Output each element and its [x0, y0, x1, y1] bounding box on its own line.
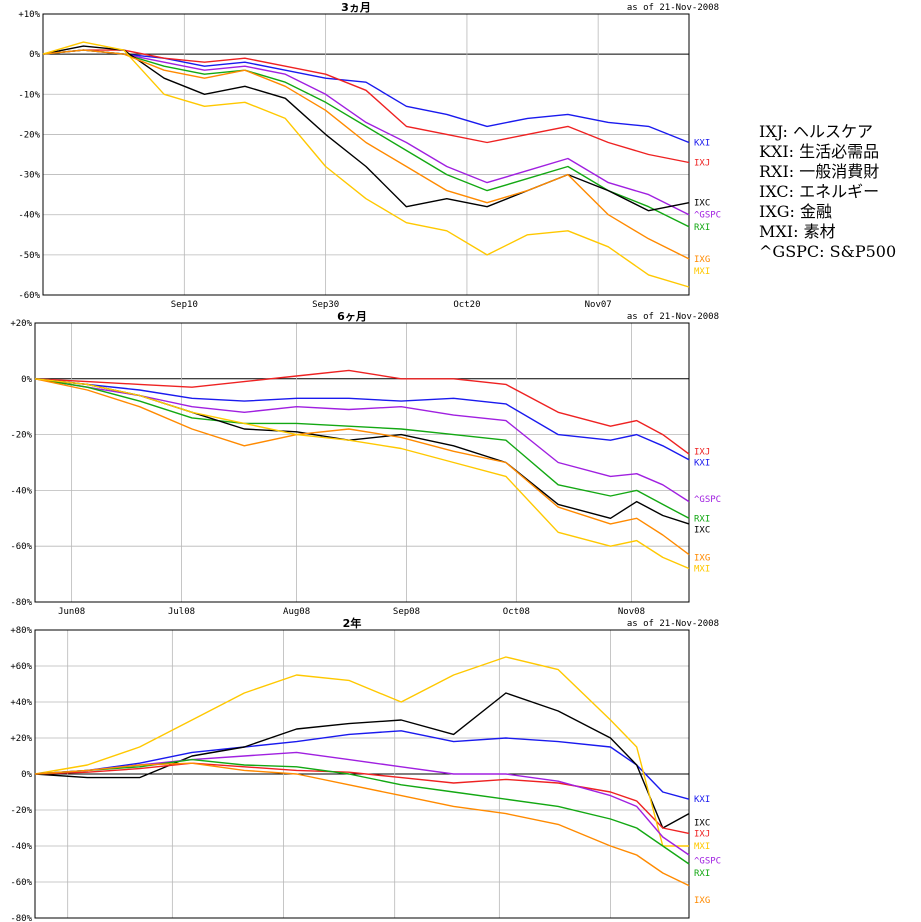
legend-item: IXC: エネルギー	[759, 182, 880, 201]
series-line-MXI	[42, 41, 690, 288]
series-line-RXI	[42, 49, 690, 228]
y-tick-label: 0%	[21, 375, 32, 385]
chart-title: 2年	[343, 616, 362, 630]
y-tick-label: -80%	[10, 598, 32, 608]
series-label: ^GSPC	[694, 856, 721, 866]
y-tick-label: -20%	[10, 806, 32, 816]
series-line-RXI	[34, 378, 690, 519]
series-label: KXI	[694, 138, 710, 148]
y-tick-label: -80%	[10, 914, 32, 922]
y-tick-label: -40%	[18, 211, 40, 221]
series-line-KXI	[34, 730, 690, 800]
y-tick-label: -50%	[18, 251, 40, 261]
as-of-date: as of 21-Nov-2008	[627, 3, 719, 13]
series-label: IXC	[694, 819, 710, 829]
series-label: IXG	[694, 553, 710, 563]
legend-item: MXI: 素材	[759, 222, 836, 241]
series-label: IXC	[694, 525, 710, 535]
series-label: MXI	[694, 267, 710, 277]
x-tick-label: Sep30	[312, 300, 339, 310]
series-label: KXI	[694, 459, 710, 469]
y-tick-label: -40%	[10, 842, 32, 852]
y-tick-label: -30%	[18, 171, 40, 181]
plot-frame	[42, 13, 690, 296]
series-line-IXC	[42, 45, 690, 212]
y-tick-label: 0%	[21, 770, 32, 780]
y-tick-label: -10%	[18, 90, 40, 100]
series-label: MXI	[694, 842, 710, 852]
series-label: ^GSPC	[694, 495, 721, 505]
as-of-date: as of 21-Nov-2008	[627, 312, 719, 322]
plot-frame	[34, 322, 690, 603]
y-tick-label: +60%	[10, 662, 32, 672]
y-tick-label: +40%	[10, 698, 32, 708]
legend-item: IXG: 金融	[759, 202, 832, 221]
y-tick-label: +10%	[18, 10, 40, 20]
series-line-RXI	[34, 758, 690, 865]
series-line-IXC	[34, 692, 690, 829]
series-line-MXI	[34, 378, 690, 570]
x-tick-label: Oct08	[503, 607, 530, 617]
chart-title: 3ヵ月	[341, 1, 371, 14]
legend-item: KXI: 生活必需品	[759, 142, 880, 161]
series-line-IXC	[34, 378, 690, 525]
x-tick-label: Nov07	[585, 300, 612, 310]
series-line-GSPC	[34, 378, 690, 503]
series-line-IXG	[34, 378, 690, 556]
x-tick-label: Jun08	[58, 607, 85, 617]
series-label: IXC	[694, 199, 710, 209]
series-label: IXG	[694, 255, 710, 265]
series-line-IXJ	[42, 49, 690, 164]
y-tick-label: +20%	[10, 319, 32, 329]
series-label: RXI	[694, 869, 710, 879]
series-line-GSPC	[42, 49, 690, 216]
y-tick-label: -60%	[10, 542, 32, 552]
series-label: IXG	[694, 896, 710, 906]
legend-item: ^GSPC: S&P500	[759, 242, 897, 261]
y-tick-label: -60%	[18, 291, 40, 301]
x-tick-label: Oct20	[453, 300, 480, 310]
series-line-IXG	[34, 762, 690, 887]
as-of-date: as of 21-Nov-2008	[627, 619, 719, 629]
series-line-GSPC	[34, 751, 690, 856]
series-label: RXI	[694, 223, 710, 233]
y-tick-label: +20%	[10, 734, 32, 744]
y-tick-label: -20%	[10, 431, 32, 441]
x-tick-label: Nov08	[618, 607, 645, 617]
series-label: IXJ	[694, 829, 710, 839]
y-tick-label: +80%	[10, 626, 32, 636]
series-label: KXI	[694, 795, 710, 805]
series-line-KXI	[34, 378, 690, 461]
series-line-MXI	[34, 656, 689, 847]
chart-title: 6ヶ月	[337, 310, 367, 323]
series-label: IXJ	[694, 159, 710, 169]
x-tick-label: Aug08	[283, 607, 310, 617]
legend-item: IXJ: ヘルスケア	[759, 122, 873, 141]
sector-legend: IXJ: ヘルスケア KXI: 生活必需品 RXI: 一般消費財 IXC: エネ…	[759, 122, 896, 262]
series-label: MXI	[694, 565, 710, 575]
series-label: RXI	[694, 514, 710, 524]
legend-item: RXI: 一般消費財	[759, 162, 880, 181]
x-tick-label: Sep10	[171, 300, 198, 310]
series-line-IXG	[42, 49, 690, 260]
series-line-KXI	[42, 49, 690, 144]
y-tick-label: 0%	[29, 50, 40, 60]
series-label: ^GSPC	[694, 211, 721, 221]
series-label: IXJ	[694, 447, 710, 457]
x-tick-label: Jul08	[168, 607, 195, 617]
x-tick-label: Sep08	[393, 607, 420, 617]
y-tick-label: -20%	[18, 130, 40, 140]
series-line-IXJ	[34, 369, 690, 455]
y-tick-label: -40%	[10, 486, 32, 496]
y-tick-label: -60%	[10, 878, 32, 888]
series-line-IXJ	[34, 762, 690, 835]
